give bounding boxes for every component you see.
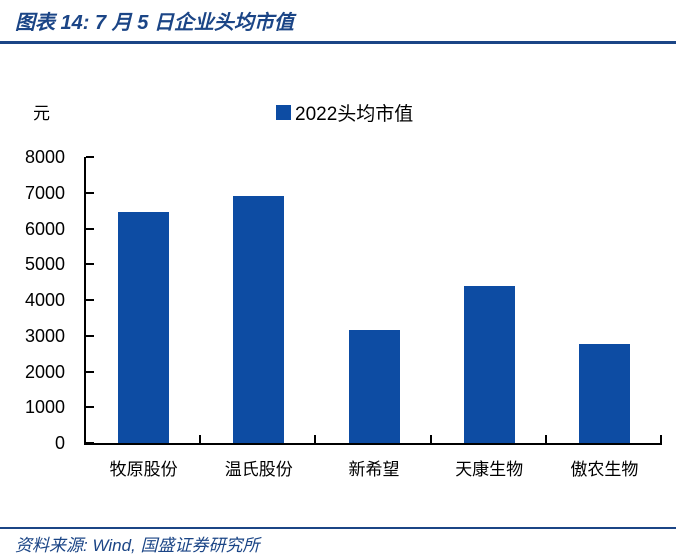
y-axis-tick-label: 5000: [24, 254, 65, 275]
y-axis-tick-label: 8000: [24, 147, 65, 167]
footer-divider: [0, 527, 676, 529]
figure-title: 图表 14: 7 月 5 日企业头均市值: [15, 12, 294, 34]
legend: 2022头均市值: [276, 99, 413, 126]
y-axis-tick-label: 3000: [24, 325, 65, 346]
bar-牧原股份: [118, 212, 170, 443]
source-note: 资料来源: Wind, 国盛证券研究所: [15, 536, 260, 555]
bar-温氏股份: [233, 196, 285, 443]
y-axis-tick-mark: [86, 299, 94, 301]
x-axis-label: 天康生物: [455, 460, 524, 479]
bar-chart-plot-area: 0 1000 2000 3000 4000 5000 6000 7000 8000 牧原股份 温氏股…: [25, 147, 662, 479]
y-axis-tick-mark: [86, 263, 94, 266]
y-axis-tick-mark: [86, 406, 94, 409]
y-axis-tick-label: 7000: [24, 182, 65, 203]
y-axis-tick-label: 2000: [24, 361, 65, 382]
y-axis-tick-label: 4000: [24, 290, 65, 310]
x-axis-tick-mark: [314, 435, 317, 443]
x-axis-label: 傲农生物: [570, 460, 639, 479]
y-axis-tick-mark: [86, 191, 94, 194]
y-axis-tick-label: 1000: [24, 397, 65, 418]
y-axis-tick-label: 6000: [24, 218, 65, 239]
x-axis-label: 温氏股份: [224, 460, 293, 479]
x-axis-tick-mark: [199, 435, 202, 443]
y-axis-tick-mark: [86, 442, 94, 444]
x-axis-tick-mark: [544, 435, 547, 443]
x-axis-tick-mark: [429, 435, 432, 443]
y-axis-tick-mark: [86, 334, 94, 337]
x-axis-label: 新希望: [348, 460, 400, 479]
legend-swatch-icon: [276, 105, 291, 120]
bar-天康生物: [463, 285, 515, 443]
x-axis-tick-mark: [660, 435, 662, 443]
title-divider: [0, 41, 676, 44]
legend-label: 2022头均市值: [295, 104, 414, 125]
y-axis-tick-label: 0: [54, 433, 65, 453]
y-axis-tick-mark: [86, 370, 94, 373]
x-axis-label: 牧原股份: [109, 460, 178, 479]
y-axis-tick-mark: [86, 227, 94, 230]
bar-傲农生物: [578, 344, 630, 443]
y-axis-tick-mark: [86, 156, 94, 158]
y-axis-unit-label: 元: [33, 104, 50, 123]
bar-新希望: [348, 330, 400, 443]
